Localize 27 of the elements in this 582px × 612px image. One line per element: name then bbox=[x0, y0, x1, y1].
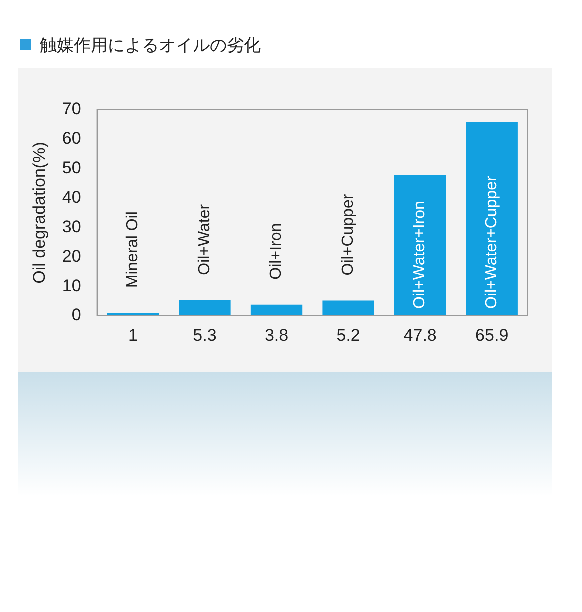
y-tick-label: 50 bbox=[62, 158, 82, 178]
data-label: 47.8 bbox=[404, 326, 437, 346]
y-tick-label: 70 bbox=[62, 100, 82, 119]
x-tick-label: Oil+Cupper bbox=[340, 194, 357, 276]
x-tick-label: Oil+Water bbox=[196, 204, 214, 276]
data-label: 5.2 bbox=[336, 326, 360, 346]
bar bbox=[466, 122, 518, 316]
data-label: 65.9 bbox=[476, 326, 509, 346]
bar bbox=[322, 300, 374, 316]
y-axis-title: Oil degradation(%) bbox=[30, 142, 49, 284]
bar bbox=[250, 304, 303, 316]
x-tick-label: Mineral Oil bbox=[124, 212, 142, 288]
data-label: 1 bbox=[128, 326, 138, 346]
bar bbox=[394, 175, 446, 316]
y-tick-label: 10 bbox=[62, 276, 82, 296]
y-tick-label: 40 bbox=[62, 188, 82, 207]
y-tick-label: 0 bbox=[72, 306, 82, 325]
chart-title: 触媒作用によるオイルの劣化 bbox=[40, 35, 261, 57]
x-tick-label: Oil+Water+Cupper bbox=[484, 176, 501, 309]
x-tick-label: Oil+Iron bbox=[268, 223, 286, 280]
x-tick-label: Oil+Water+Iron bbox=[412, 201, 429, 309]
bar bbox=[179, 300, 231, 316]
data-label: 5.3 bbox=[193, 326, 217, 346]
y-tick-label: 30 bbox=[62, 217, 82, 236]
data-label: 3.8 bbox=[264, 326, 289, 346]
y-tick-label: 20 bbox=[62, 246, 82, 266]
y-tick-label: 60 bbox=[62, 129, 82, 148]
